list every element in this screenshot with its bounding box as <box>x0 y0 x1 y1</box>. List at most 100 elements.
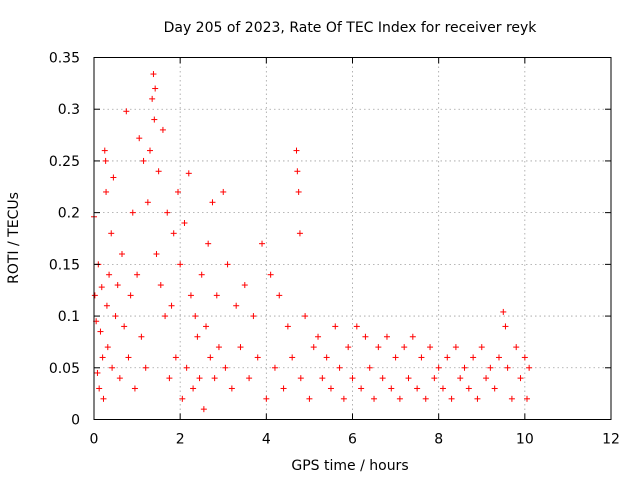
data-point <box>332 323 339 330</box>
data-point <box>166 375 173 382</box>
data-point <box>123 108 130 115</box>
axis-ticks <box>93 57 612 420</box>
data-point <box>388 385 395 392</box>
data-point <box>94 369 101 376</box>
data-point <box>127 292 134 299</box>
data-point <box>125 354 132 361</box>
data-point <box>504 364 511 371</box>
data-point <box>215 344 222 351</box>
y-tick-label: 0.1 <box>58 309 80 325</box>
data-point <box>439 385 446 392</box>
data-point <box>198 271 205 278</box>
data-point <box>427 344 434 351</box>
data-point <box>526 364 533 371</box>
data-point <box>379 375 386 382</box>
data-point <box>97 328 104 335</box>
data-point <box>112 313 119 320</box>
data-point <box>474 395 481 402</box>
data-point <box>271 364 278 371</box>
data-point <box>194 333 201 340</box>
x-tick-label: 4 <box>262 432 271 448</box>
data-point <box>241 282 248 289</box>
data-point <box>183 364 190 371</box>
data-point <box>396 395 403 402</box>
data-point <box>102 157 109 164</box>
data-point <box>228 385 235 392</box>
data-point <box>250 313 257 320</box>
y-tick-label: 0 <box>71 413 80 429</box>
data-point <box>513 344 520 351</box>
data-point <box>150 71 157 78</box>
data-point <box>414 385 421 392</box>
data-point <box>392 354 399 361</box>
data-point <box>151 116 158 123</box>
data-point <box>465 385 472 392</box>
data-point <box>422 395 429 402</box>
y-tick-label: 0.05 <box>49 361 80 377</box>
data-point <box>383 333 390 340</box>
data-point <box>98 284 105 291</box>
x-tick-label: 2 <box>176 432 185 448</box>
data-point <box>110 174 117 181</box>
data-point <box>168 302 175 309</box>
data-point <box>200 406 207 413</box>
data-point <box>149 95 156 102</box>
data-point <box>187 292 194 299</box>
x-tick-label: 6 <box>348 432 357 448</box>
data-point <box>119 251 126 258</box>
data-point <box>114 282 121 289</box>
data-point <box>207 354 214 361</box>
x-tick-labels: 0 2 4 6 8 10 12 <box>90 432 620 448</box>
data-point <box>306 395 313 402</box>
data-point <box>517 375 524 382</box>
data-point <box>340 395 347 402</box>
data-point <box>134 271 141 278</box>
data-point <box>104 344 111 351</box>
data-point <box>523 395 530 402</box>
data-point <box>211 375 218 382</box>
data-point <box>435 364 442 371</box>
data-point <box>452 344 459 351</box>
data-point <box>233 302 240 309</box>
data-point <box>164 209 171 216</box>
data-point <box>295 188 302 195</box>
data-point <box>302 313 309 320</box>
data-point <box>254 354 261 361</box>
data-point <box>170 230 177 237</box>
data-point <box>144 199 151 206</box>
data-point <box>100 395 107 402</box>
data-point <box>405 375 412 382</box>
data-point <box>336 364 343 371</box>
y-tick-label: 0.15 <box>49 257 80 273</box>
y-tick-labels: 0 0.05 0.1 0.15 0.2 0.25 0.3 0.35 <box>49 51 80 429</box>
data-point <box>159 126 166 133</box>
data-point <box>213 292 220 299</box>
data-point <box>470 354 477 361</box>
data-point <box>153 251 160 258</box>
data-point <box>108 230 115 237</box>
data-point <box>500 308 507 315</box>
data-point <box>185 170 192 177</box>
data-point <box>418 354 425 361</box>
data-point <box>177 261 184 268</box>
data-point <box>142 364 149 371</box>
data-point <box>444 354 451 361</box>
data-point <box>310 344 317 351</box>
data-point <box>101 147 108 154</box>
data-point <box>461 364 468 371</box>
data-point <box>491 385 498 392</box>
data-point <box>103 302 110 309</box>
data-point <box>366 364 373 371</box>
data-point <box>246 375 253 382</box>
data-point <box>315 333 322 340</box>
data-point <box>297 375 304 382</box>
data-point <box>222 364 229 371</box>
data-point <box>157 282 164 289</box>
data-point <box>276 292 283 299</box>
data-point <box>294 168 301 175</box>
x-tick-label: 10 <box>516 432 534 448</box>
data-point <box>508 395 515 402</box>
data-point <box>224 261 231 268</box>
x-tick-label: 12 <box>602 432 620 448</box>
data-point <box>371 395 378 402</box>
